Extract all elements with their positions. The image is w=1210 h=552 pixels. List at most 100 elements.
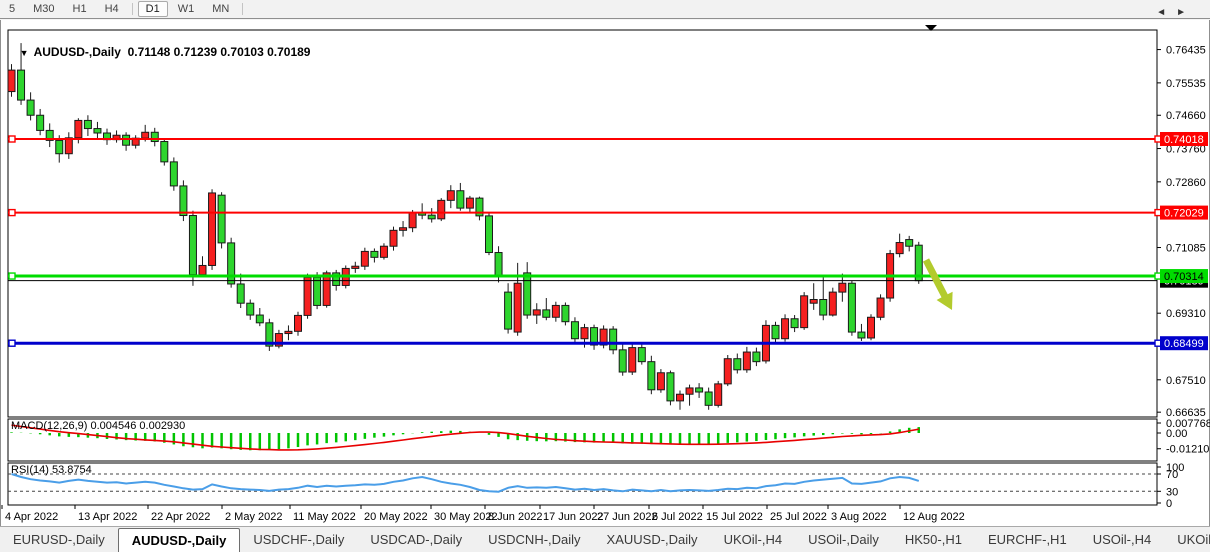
price-tick-label: 0.71085 (1166, 243, 1206, 255)
candle-body (771, 324, 780, 340)
candle-body (551, 304, 560, 318)
symbol-tab-usdcnhdaily[interactable]: USDCNH-,Daily (488, 532, 581, 547)
macd-tick-label: 0.00 (1166, 428, 1187, 440)
price-badge-label: 0.72029 (1164, 208, 1204, 220)
symbol-tab-audusddaily[interactable]: AUDUSD-,Daily (117, 528, 241, 552)
candle-body (399, 227, 408, 231)
chart-dropdown-icon[interactable]: ▼ (19, 48, 29, 58)
timeframe-button-mn[interactable]: MN (212, 3, 230, 15)
candle-body (332, 272, 341, 286)
symbol-tab-eurchfh1[interactable]: EURCHF-,H1 (987, 532, 1067, 547)
symbol-tab-usdcaddaily[interactable]: USDCAD-,Daily (370, 532, 463, 547)
price-tick-label: 0.69310 (1166, 308, 1206, 320)
candle-body (704, 391, 713, 406)
candle-body (456, 190, 465, 209)
price-chart[interactable]: 0.76435 0.75535 0.74660 0.73760 0.72860 0.710… (0, 18, 1210, 527)
symbol-tab-ukoilh4[interactable]: UKOil-,H4 (1177, 532, 1210, 547)
line-anchor-marker[interactable] (8, 272, 16, 280)
candle-body (618, 349, 627, 373)
candle-body (265, 322, 274, 347)
price-tick-label: 0.75535 (1166, 78, 1206, 90)
symbol-tab-xauusddaily[interactable]: XAUUSD-,Daily (606, 532, 698, 547)
candle-body (656, 372, 665, 391)
price-badge (1160, 336, 1208, 351)
price-tick-label: 0.73760 (1166, 144, 1206, 156)
candle-body (599, 328, 608, 346)
candle-body (485, 215, 493, 254)
date-label: 6 Jul 2022 (652, 511, 703, 523)
macd-indicator-label: MACD(12,26,9) 0.004546 0.002930 (11, 420, 186, 432)
candle-body (379, 245, 388, 258)
price-badge (1160, 205, 1208, 220)
date-label: 3 Aug 2022 (831, 511, 887, 523)
chart-symbol: AUDUSD-,Daily (33, 45, 121, 59)
date-label: 8 Jun 2022 (488, 511, 542, 523)
date-label: 4 Apr 2022 (5, 511, 58, 523)
symbol-tab-usoilh4[interactable]: USOil-,H4 (1092, 532, 1152, 547)
annotation-arrow[interactable] (922, 258, 953, 310)
date-label: 30 May 2022 (434, 511, 498, 523)
candle-body (809, 299, 818, 304)
candle-body (408, 212, 417, 229)
symbol-tab-ukoilh4[interactable]: UKOil-,H4 (723, 532, 783, 547)
candle-body (150, 131, 159, 143)
date-label: 13 Apr 2022 (78, 511, 137, 523)
candle-body (360, 250, 369, 267)
candle-body (561, 304, 570, 323)
candle-body (723, 358, 732, 385)
timeframe-button-w1[interactable]: W1 (177, 3, 195, 15)
tab-scroll-right-icon[interactable]: ► (1176, 7, 1196, 18)
candle-body (437, 199, 446, 220)
candle-body (17, 69, 26, 101)
price-tick-label: 0.66635 (1166, 407, 1206, 419)
candle-body (74, 119, 83, 139)
tab-scroll-left-icon[interactable]: ◄ (1156, 7, 1177, 18)
timeframe-button-m30[interactable]: M30 (33, 3, 55, 15)
candle-body (55, 139, 64, 155)
candle-body (828, 291, 837, 316)
candle-body (188, 215, 197, 276)
candle-body (322, 272, 331, 306)
candle-body (26, 99, 35, 116)
symbol-tab-hk50h1[interactable]: HK50-,H1 (904, 532, 962, 547)
candle-body (532, 309, 541, 316)
rsi-tick-label: 70 (1166, 469, 1178, 481)
line-anchor-marker[interactable] (8, 208, 16, 217)
candle-body (122, 134, 131, 146)
symbol-tab-eurusddaily[interactable]: EURUSD-,Daily (13, 532, 105, 547)
toolbar-separator (242, 3, 244, 15)
candle-body (284, 330, 293, 335)
candle-body (666, 372, 675, 402)
candle-body (389, 229, 398, 247)
candle-body (513, 282, 522, 333)
price-tick-label: 0.67510 (1166, 375, 1206, 387)
price-badge-label: 0.74018 (1164, 134, 1204, 146)
candle-body (169, 161, 178, 187)
timeframe-button-h1[interactable]: H1 (72, 3, 87, 15)
symbol-tab-usdchfdaily[interactable]: USDCHF-,Daily (253, 532, 345, 547)
symbol-tab-usoildaily[interactable]: USOil-,Daily (808, 532, 879, 547)
candle-body (609, 328, 618, 351)
candle-body (504, 291, 513, 330)
timeframe-button-d1[interactable]: D1 (137, 1, 168, 17)
candle-body (93, 128, 102, 134)
price-axis: 0.76435 0.75535 0.74660 0.73760 0.72860 0.710… (1157, 45, 1206, 419)
candle-body (676, 393, 684, 402)
symbol-tab-bar: EURUSD-,Daily AUDUSD-,Daily USDCHF-,Daily U… (0, 526, 1210, 552)
timeframe-button-5[interactable]: 5 (9, 3, 16, 15)
tab-scroll-arrows: ◄► (1156, 7, 1196, 18)
chart-shift-marker[interactable] (925, 25, 937, 31)
candle-body (217, 194, 226, 244)
date-label: 27 Jun 2022 (597, 511, 658, 523)
line-anchor-marker[interactable] (8, 135, 16, 143)
candle-body (714, 383, 723, 406)
price-badge-label: 0.70314 (1164, 271, 1204, 283)
price-badge-label: 0.68499 (1164, 338, 1204, 350)
date-label: 15 Jul 2022 (706, 511, 763, 523)
candle-body (800, 295, 809, 329)
timeframe-button-h4[interactable]: H4 (104, 3, 119, 15)
line-anchor-marker[interactable] (8, 339, 16, 347)
candle-body (370, 250, 379, 258)
